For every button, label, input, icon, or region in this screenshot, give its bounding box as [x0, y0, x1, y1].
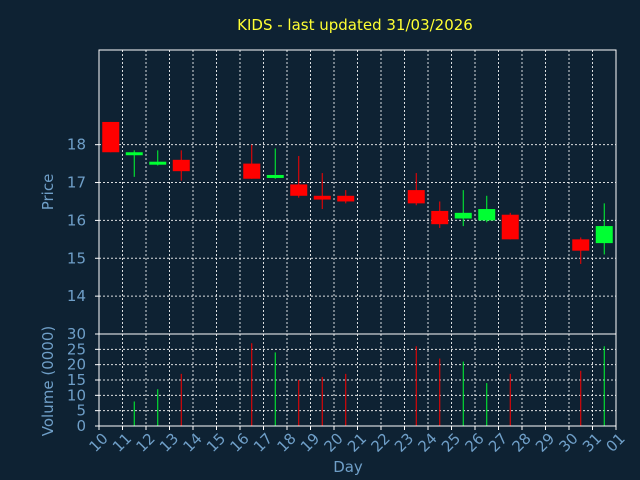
x-tick-label: 17: [250, 430, 276, 456]
chart-title: KIDS - last updated 31/03/2026: [237, 16, 473, 34]
candle-body: [266, 174, 284, 178]
price-axis-ticks: 14 15 16 17 18: [67, 136, 99, 305]
x-tick-label: 21: [344, 430, 370, 456]
price-tick-label: 17: [67, 174, 86, 192]
x-tick-label: 22: [367, 430, 393, 456]
price-tick-label: 18: [67, 136, 86, 154]
x-tick-label: 29: [532, 430, 558, 456]
candle-body: [149, 161, 167, 165]
x-tick-label: 20: [320, 430, 346, 456]
x-axis-label: Day: [333, 458, 363, 476]
x-tick-label: 14: [179, 430, 205, 456]
volume-axis-label: Volume (0000): [39, 326, 57, 436]
x-tick-label: 26: [461, 430, 487, 456]
volume-bars: [133, 343, 605, 426]
x-tick-label: 28: [508, 430, 534, 456]
x-tick-label: 31: [579, 430, 605, 456]
candle-body: [172, 159, 190, 172]
candle-body: [337, 195, 355, 202]
candle-body: [102, 121, 120, 153]
candle-body: [125, 152, 143, 156]
candle-body: [407, 190, 425, 204]
x-tick-label: 30: [555, 430, 581, 456]
x-tick-label: 24: [414, 430, 440, 456]
volume-tick-label: 0: [76, 417, 86, 435]
volume-tick-label: 5: [76, 402, 86, 420]
price-tick-label: 15: [67, 249, 86, 267]
volume-grid: [99, 334, 616, 426]
x-tick-label: 19: [297, 430, 323, 456]
x-tick-label: 13: [156, 430, 182, 456]
candles: [102, 121, 613, 264]
x-tick-label: 12: [132, 430, 158, 456]
x-tick-label: 11: [109, 430, 135, 456]
candle-body: [313, 195, 331, 200]
price-tick-label: 14: [67, 287, 86, 305]
x-axis-ticks: 1011121314151617181920212223242526272829…: [85, 426, 629, 456]
x-tick-label: 25: [438, 430, 464, 456]
price-grid: [99, 50, 616, 334]
candle-body: [290, 184, 308, 196]
x-tick-label: 27: [485, 430, 511, 456]
volume-tick-label: 20: [67, 356, 86, 374]
volume-tick-label: 30: [67, 325, 86, 343]
candle-body: [431, 210, 449, 225]
x-tick-label: 15: [203, 430, 229, 456]
price-tick-label: 16: [67, 211, 86, 229]
candle-body: [501, 214, 519, 240]
volume-panel-frame: [98, 333, 617, 427]
price-axis-label: Price: [39, 174, 57, 211]
x-tick-label: 01: [602, 430, 628, 456]
candle-body: [572, 239, 590, 251]
volume-tick-label: 15: [67, 371, 86, 389]
candle-body: [595, 226, 613, 244]
volume-tick-label: 25: [67, 340, 86, 358]
x-tick-label: 16: [226, 430, 252, 456]
candle-body: [478, 209, 496, 221]
candle-body: [454, 212, 472, 219]
x-tick-label: 18: [273, 430, 299, 456]
x-tick-label: 23: [391, 430, 417, 456]
volume-tick-label: 10: [67, 386, 86, 404]
candle-body: [243, 163, 261, 179]
x-tick-label: 10: [85, 430, 111, 456]
